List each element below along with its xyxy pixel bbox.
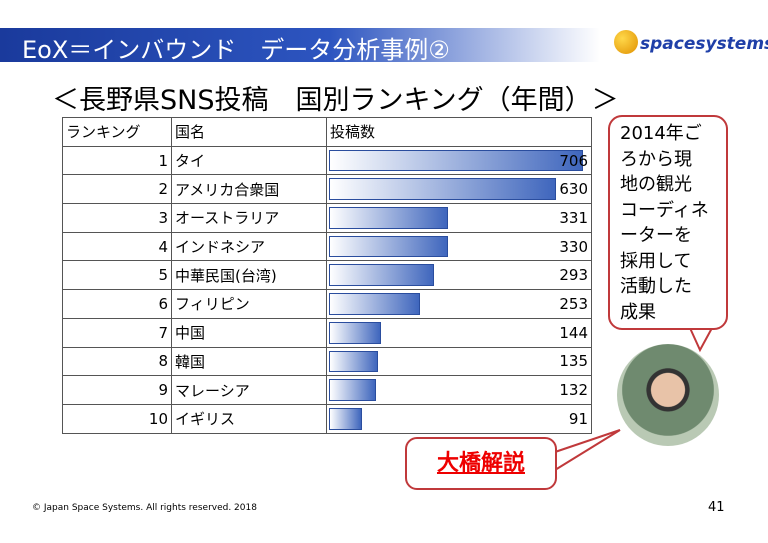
country: マレーシア [171,375,327,405]
posts: 135 [559,352,588,371]
posts-cell: 330 [326,231,592,262]
posts: 253 [559,294,588,313]
posts-cell: 253 [326,289,592,319]
country: アメリカ合衆国 [171,174,327,205]
logo-icon [614,30,638,54]
photo [617,344,719,446]
rank: 4 [62,231,172,262]
rank: 7 [62,317,172,348]
bar [329,321,381,344]
posts: 330 [559,237,588,256]
bubble-line: 採用して [620,250,692,272]
header-row: ランキング 国名 投稿数 [62,117,592,147]
row: 1 タイ 706 [62,145,592,176]
rank: 10 [62,403,172,434]
row: 5 中華民国(台湾) 293 [62,260,592,291]
country: オーストラリア [171,203,327,233]
posts: 706 [559,151,588,170]
bar [329,407,362,430]
bar [329,350,378,373]
subtitle: ＜長野県SNS投稿 国別ランキング（年間）＞ [52,85,619,116]
logo: spacesystems [640,34,768,54]
callout: 大橋解説 [405,437,557,490]
bar [329,207,449,229]
title: EoX＝インバウンド データ分析事例② [22,36,450,64]
posts-cell: 706 [326,145,592,176]
bar [329,379,377,401]
column-header: ランキング [62,117,172,147]
posts-cell: 144 [326,317,592,348]
rank: 5 [62,260,172,291]
rank: 3 [62,203,172,233]
ranking-table: ランキング 国名 投稿数 1 タイ 706 2 アメリカ合衆国 630 3 オーストラリア 331 4 イ… [62,117,592,434]
row: 8 韓国 135 [62,346,592,377]
posts-cell: 135 [326,346,592,377]
posts-cell: 630 [326,174,592,205]
posts-cell: 331 [326,203,592,233]
callout-pointer [554,429,621,471]
row: 6 フィリピン 253 [62,289,592,319]
row: 9 マレーシア 132 [62,375,592,405]
bar [329,264,435,287]
row: 10 イギリス 91 [62,403,592,434]
posts: 630 [559,180,588,199]
posts-cell: 132 [326,375,592,405]
posts-cell: 91 [326,403,592,434]
bubble-line: 地の観光 [620,174,692,195]
bar [329,293,421,315]
posts: 91 [568,409,588,428]
column-header: 国名 [171,117,327,147]
country: 中国 [171,317,327,348]
country: 韓国 [171,346,327,377]
row: 3 オーストラリア 331 [62,203,592,233]
rank: 6 [62,289,172,319]
bubble-line: コーディネ [620,199,709,221]
speech-bubble: 2014年ご ろから現地の観光コーディネーターを採用して活動した成果 [608,115,728,330]
bubble-pointer [689,327,713,353]
bubble-line: 活動した [620,276,692,297]
posts: 293 [559,266,588,285]
posts-cell: 293 [326,260,592,291]
country: イギリス [171,403,327,434]
country: タイ [171,145,327,176]
row: 2 アメリカ合衆国 630 [62,174,592,205]
bubble-line: 成果 [620,301,656,323]
bar [329,149,583,172]
copyright: © Japan Space Systems. All rights reserv… [32,503,257,513]
page-number: 41 [708,500,725,515]
row: 7 中国 144 [62,317,592,348]
header-bar [0,28,600,62]
posts: 331 [559,208,588,227]
posts: 144 [559,323,588,342]
bar [329,178,556,201]
bubble-line: ろから現 [620,148,692,170]
posts: 132 [559,381,588,400]
bar [329,235,448,258]
bubble-line: 2014年ご [620,123,702,144]
bubble-line: ーターを [620,225,692,246]
row: 4 インドネシア 330 [62,231,592,262]
country: フィリピン [171,289,327,319]
